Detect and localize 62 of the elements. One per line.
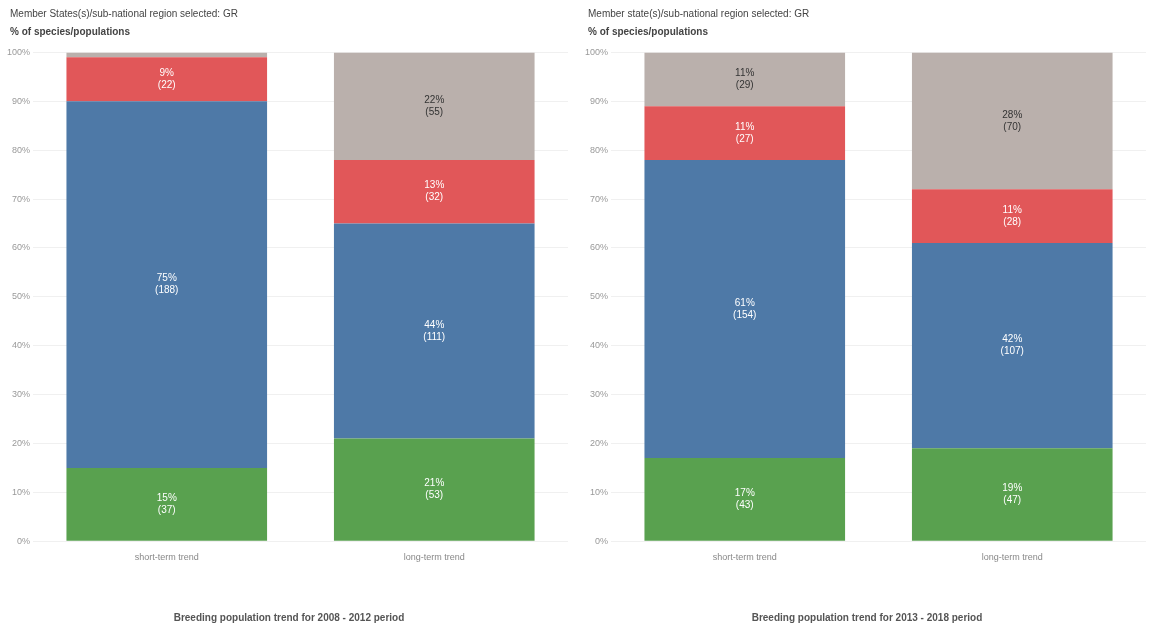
y-tick-label: 0%: [595, 535, 609, 546]
y-tick-label: 10%: [12, 486, 31, 497]
y-tick-label: 30%: [590, 389, 609, 400]
y-tick-label: 70%: [590, 193, 609, 204]
y-tick-label: 0%: [17, 535, 31, 546]
x-tick-label: long-term trend: [403, 552, 465, 563]
bar: [333, 223, 535, 439]
bar: [333, 159, 535, 224]
bar: [911, 448, 1113, 541]
bar: [911, 189, 1113, 244]
data-label: 44% (111): [423, 318, 446, 342]
x-axis-title: Breeding population trend for 2013 - 2018 period: [750, 612, 984, 623]
y-tick-label: 90%: [590, 95, 609, 106]
data-label: 13% (32): [424, 179, 445, 203]
data-label: 75% (188): [155, 272, 179, 296]
y-axis-title: % of species/populations: [588, 26, 709, 37]
x-tick-label: long-term trend: [981, 552, 1043, 563]
bar: [911, 52, 1113, 190]
y-tick-label: 20%: [590, 437, 609, 448]
y-tick-label: 80%: [590, 144, 609, 155]
x-tick-label: short-term trend: [134, 552, 199, 563]
x-tick-label: short-term trend: [712, 552, 777, 563]
chart-title: Member state(s)/sub-national region selected: GR: [588, 8, 810, 19]
bar: [644, 106, 846, 160]
bar: [333, 438, 535, 541]
y-tick-label: 30%: [12, 389, 31, 400]
y-tick-label: 20%: [12, 437, 31, 448]
bar: [66, 467, 268, 541]
data-label: 11% (29): [735, 67, 755, 91]
bar: [644, 52, 846, 107]
y-tick-label: 50%: [12, 291, 31, 302]
y-tick-label: 100%: [6, 46, 31, 57]
y-tick-label: 100%: [584, 46, 609, 57]
data-label: 15% (37): [156, 492, 177, 516]
y-tick-label: 60%: [12, 242, 31, 253]
data-label: 28% (70): [1002, 108, 1023, 132]
y-tick-label: 10%: [590, 486, 609, 497]
bar: [66, 57, 268, 102]
bar: [911, 243, 1113, 449]
y-tick-label: 40%: [12, 340, 31, 351]
y-axis-title: % of species/populations: [10, 26, 131, 37]
bar: [66, 101, 268, 468]
y-tick-label: 60%: [590, 242, 609, 253]
x-axis-title: Breeding population trend for 2008 - 2012 period: [172, 612, 406, 623]
bar: [333, 52, 535, 160]
data-label: 22% (55): [424, 93, 445, 117]
y-tick-label: 80%: [12, 144, 31, 155]
data-label: 21% (53): [424, 477, 445, 501]
y-tick-label: 50%: [590, 291, 609, 302]
data-label: 11% (28): [1002, 203, 1022, 227]
y-tick-label: 70%: [12, 193, 31, 204]
data-label: 61% (154): [733, 296, 757, 320]
data-label: 17% (43): [734, 487, 755, 511]
chart-title: Member States(s)/sub-national region selected: GR: [10, 8, 238, 19]
data-label: 9% (22): [157, 67, 176, 91]
bar: [644, 458, 846, 541]
data-label: 19% (47): [1002, 482, 1023, 506]
bar: [644, 159, 846, 459]
y-tick-label: 90%: [12, 95, 31, 106]
data-label: 42% (107): [1000, 333, 1024, 357]
y-tick-label: 40%: [590, 340, 609, 351]
data-label: 11% (27): [735, 120, 755, 144]
